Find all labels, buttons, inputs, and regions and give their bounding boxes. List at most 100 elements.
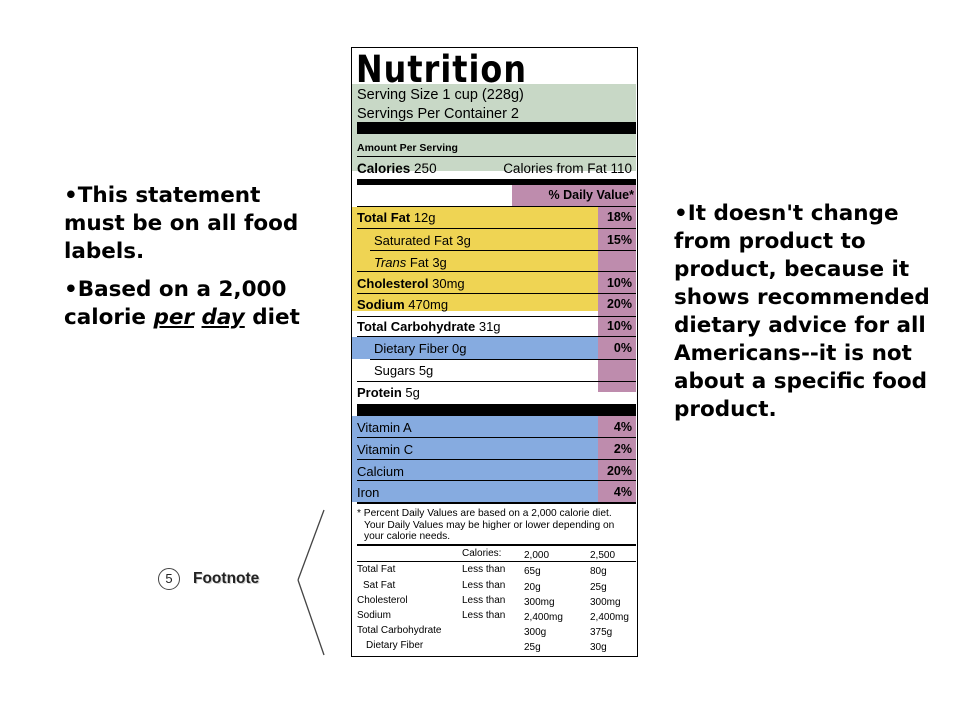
nutrient-amount: 5g bbox=[405, 385, 420, 400]
nutrition-facts-label: Nutrition Facts Serving Size 1 cup (228g… bbox=[351, 47, 638, 657]
vitamin-label: Vitamin A bbox=[357, 420, 412, 435]
divider bbox=[357, 561, 636, 562]
right-bullet-list: •It doesn't change from product to produ… bbox=[674, 200, 934, 434]
nutrient-label-2: Fat bbox=[409, 255, 429, 270]
nutrient-label: Dietary Fiber bbox=[374, 341, 449, 356]
nutrient-pct: 18% bbox=[606, 210, 632, 224]
nutrient-amount: 470mg bbox=[408, 297, 449, 312]
divider bbox=[357, 381, 636, 382]
nutrient-total-fat: Total Fat 12g 18% bbox=[352, 210, 636, 225]
vitamin-label: Vitamin C bbox=[357, 442, 414, 457]
vitamin-pct: 4% bbox=[613, 420, 632, 434]
divider bbox=[357, 206, 636, 207]
table-row-qualifier: Less than bbox=[462, 580, 506, 591]
table-row-value-2500: 25g bbox=[590, 582, 607, 593]
vitamin-label: Iron bbox=[357, 485, 380, 500]
divider bbox=[357, 502, 636, 504]
footnote-number-badge: 5 bbox=[158, 568, 180, 590]
footnote-line: your calorie needs. bbox=[364, 531, 451, 542]
footnote-line: * Percent Daily Values are based on a 2,… bbox=[357, 508, 612, 519]
table-row-value-2000: 20g bbox=[524, 582, 541, 593]
table-row-qualifier: Less than bbox=[462, 610, 506, 621]
nutrient-trans-fat: Trans Fat 3g bbox=[352, 255, 636, 270]
vitamin-pct: 20% bbox=[606, 464, 632, 478]
pct-column-2 bbox=[598, 271, 636, 311]
table-row-value-2500: 300mg bbox=[590, 597, 621, 608]
left-bullet-list: •This statement must be on all food labe… bbox=[64, 182, 324, 342]
fat-block bbox=[352, 207, 636, 271]
nutrient-pct: 0% bbox=[613, 341, 632, 355]
vitamin-pct: 4% bbox=[613, 485, 632, 499]
nutrient-label: Cholesterol bbox=[357, 276, 429, 291]
nutrient-label: Sodium bbox=[357, 297, 405, 312]
table-row-name: Sat Fat bbox=[363, 580, 396, 591]
medium-divider bbox=[357, 179, 636, 185]
divider bbox=[357, 459, 636, 460]
footnote-text: * Percent Daily Values are based on a 2,… bbox=[352, 508, 636, 543]
thick-divider bbox=[357, 122, 636, 134]
table-row-name: Total Carbohydrate bbox=[357, 625, 442, 636]
nutrient-amount: 3g bbox=[432, 255, 447, 270]
divider bbox=[357, 544, 636, 546]
daily-value-header: % Daily Value* bbox=[512, 185, 636, 207]
table-row-value-2500: 2,400mg bbox=[590, 612, 629, 623]
nutrient-amount: 3g bbox=[456, 233, 471, 248]
nutrient-total-carbohydrate: Total Carbohydrate 31g 10% bbox=[352, 319, 636, 334]
footnote-callout-label: Footnote bbox=[193, 570, 260, 587]
nutrient-amount: 5g bbox=[418, 363, 434, 378]
nutrient-amount: 31g bbox=[478, 319, 501, 334]
vitamin-a: Vitamin A 4% bbox=[352, 420, 636, 435]
nutrient-pct: 10% bbox=[606, 276, 632, 290]
calories-label: Calories bbox=[357, 161, 411, 176]
calories-from-fat: Calories from Fat 110 bbox=[503, 161, 632, 176]
table-calories-label: Calories: bbox=[462, 548, 502, 559]
chol-sodium-block bbox=[352, 271, 636, 311]
table-row-value-2500: 80g bbox=[590, 566, 607, 577]
nutrient-dietary-fiber: Dietary Fiber 0g 0% bbox=[352, 341, 636, 356]
table-row-name: Sodium bbox=[357, 610, 391, 621]
table-row-value-2500: 30g bbox=[590, 642, 607, 653]
divider bbox=[357, 271, 636, 272]
divider bbox=[357, 437, 636, 438]
nutrient-pct: 20% bbox=[606, 297, 632, 311]
emphasis-per: per bbox=[153, 305, 195, 330]
bullet-2000-calorie-diet: •Based on a 2,000 calorie per day diet bbox=[64, 276, 324, 332]
calories-value: 250 bbox=[414, 161, 437, 176]
bracket-line-lower bbox=[297, 579, 325, 656]
footnote-line: Your Daily Values may be higher or lower… bbox=[364, 519, 615, 531]
nutrient-pct: 15% bbox=[606, 233, 632, 247]
calcium: Calcium 20% bbox=[352, 464, 636, 479]
thick-divider bbox=[357, 404, 636, 416]
divider bbox=[357, 316, 636, 317]
nutrient-label: Trans bbox=[374, 255, 407, 270]
table-row-value-2000: 25g bbox=[524, 642, 541, 653]
calories-row: Calories 250 Calories from Fat 110 bbox=[352, 161, 636, 176]
iron: Iron 4% bbox=[352, 485, 636, 500]
nutrient-protein: Protein 5g bbox=[352, 385, 636, 400]
table-col-2000: 2,000 bbox=[524, 550, 550, 561]
bullet-recommended-advice: •It doesn't change from product to produ… bbox=[674, 201, 930, 422]
table-row-qualifier: Less than bbox=[462, 595, 506, 606]
fiber-block bbox=[352, 337, 598, 359]
vitamin-label: Calcium bbox=[357, 464, 404, 479]
serving-size: Serving Size 1 cup (228g) bbox=[357, 87, 524, 103]
nutrient-amount: 0g bbox=[452, 341, 467, 356]
bullet-text: •Based on a 2,000 calorie bbox=[64, 277, 287, 330]
nutrient-sugars: Sugars 5g bbox=[352, 363, 636, 378]
servings-per-container: Servings Per Container 2 bbox=[357, 106, 519, 122]
nutrient-amount: 12g bbox=[413, 210, 436, 225]
nutrient-label: Protein bbox=[357, 385, 402, 400]
nutrient-label: Total Fat bbox=[357, 210, 411, 225]
table-row-value-2000: 2,400mg bbox=[524, 612, 563, 623]
daily-value-header-text: % Daily Value* bbox=[548, 188, 634, 202]
nutrient-label: Total Carbohydrate bbox=[357, 319, 476, 334]
divider bbox=[357, 336, 636, 337]
table-row-qualifier: Less than bbox=[462, 564, 506, 575]
divider bbox=[357, 156, 636, 157]
bullet-all-food-labels: •This statement must be on all food labe… bbox=[64, 183, 299, 264]
emphasis-day: day bbox=[201, 305, 245, 330]
nutrient-pct: 10% bbox=[606, 319, 632, 333]
divider bbox=[357, 293, 636, 294]
table-row-name: Cholesterol bbox=[357, 595, 408, 606]
table-row-value-2000: 300g bbox=[524, 627, 547, 638]
